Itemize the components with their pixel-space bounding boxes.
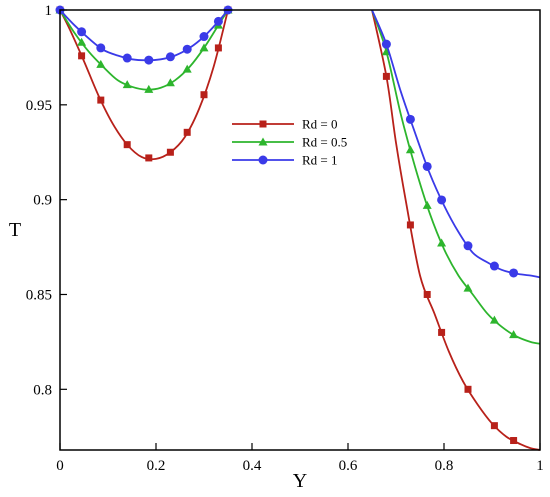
legend-label: Rd = 1	[302, 153, 338, 168]
data-point	[145, 154, 153, 162]
y-axis-label: T	[9, 219, 21, 241]
x-tick-label: 0.6	[339, 458, 358, 474]
y-tick-label: 0.85	[26, 287, 52, 303]
ticks-layer: 0 0.2 0.4 0.6 0.8 1 0.8 0.85 0.9 0.95 1	[26, 3, 544, 474]
legend-label: Rd = 0	[302, 117, 338, 132]
data-point	[509, 268, 519, 278]
data-point	[199, 32, 209, 42]
data-point	[123, 141, 131, 149]
data-point	[78, 52, 86, 60]
data-point	[405, 114, 415, 124]
data-point	[96, 59, 106, 68]
data-point	[122, 53, 132, 63]
y-tick-label: 0.95	[26, 98, 52, 114]
x-tick-label: 1	[536, 458, 544, 474]
data-point	[510, 437, 518, 445]
data-point	[509, 330, 519, 339]
data-point	[382, 72, 390, 80]
data-point	[77, 27, 87, 37]
plot-frame	[59, 9, 541, 451]
data-point	[438, 328, 446, 336]
data-point	[437, 238, 447, 247]
data-point	[144, 84, 154, 93]
series-layer	[55, 5, 541, 451]
legend-label: Rd = 0.5	[302, 135, 347, 150]
legend: Rd = 0 Rd = 0.5 Rd = 1	[232, 117, 347, 168]
data-point	[463, 241, 473, 251]
data-point	[199, 43, 209, 52]
y-tick-label: 0.8	[33, 382, 52, 398]
legend-marker	[259, 120, 267, 128]
legend-item: Rd = 0	[232, 117, 338, 132]
data-point	[213, 16, 223, 26]
x-tick-label: 0.4	[243, 458, 262, 474]
data-point	[97, 96, 105, 104]
series-0	[56, 6, 541, 451]
data-point	[423, 290, 431, 298]
data-point	[464, 385, 472, 393]
x-tick-label: 0.8	[435, 458, 454, 474]
data-point	[422, 161, 432, 171]
data-point	[214, 44, 222, 52]
data-point	[182, 44, 192, 54]
data-point	[405, 145, 415, 154]
series-line	[371, 9, 541, 345]
legend-item: Rd = 1	[232, 153, 338, 168]
data-point	[490, 422, 498, 430]
data-point	[381, 39, 391, 49]
series-2	[55, 5, 541, 279]
data-point	[422, 200, 432, 209]
data-point	[406, 221, 414, 229]
data-point	[183, 128, 191, 136]
data-point	[165, 52, 175, 62]
data-point	[182, 64, 192, 73]
legend-marker	[258, 137, 268, 146]
series-line	[59, 9, 229, 161]
data-point	[437, 195, 447, 205]
x-tick-label: 0	[56, 458, 64, 474]
data-point	[96, 43, 106, 53]
data-point	[166, 148, 174, 156]
y-tick-label: 0.9	[33, 193, 52, 209]
data-point	[200, 91, 208, 99]
series-line	[371, 9, 541, 279]
data-point	[489, 315, 499, 324]
data-point	[144, 55, 154, 65]
data-point	[122, 80, 132, 89]
data-point	[463, 283, 473, 292]
series-line	[371, 9, 541, 451]
x-tick-label: 0.2	[147, 458, 166, 474]
data-point	[489, 261, 499, 271]
y-tick-label: 1	[45, 3, 53, 19]
data-point	[77, 37, 87, 46]
x-axis-label: Y	[293, 470, 307, 492]
data-point	[165, 78, 175, 87]
legend-item: Rd = 0.5	[232, 135, 347, 150]
legend-marker	[258, 155, 268, 165]
